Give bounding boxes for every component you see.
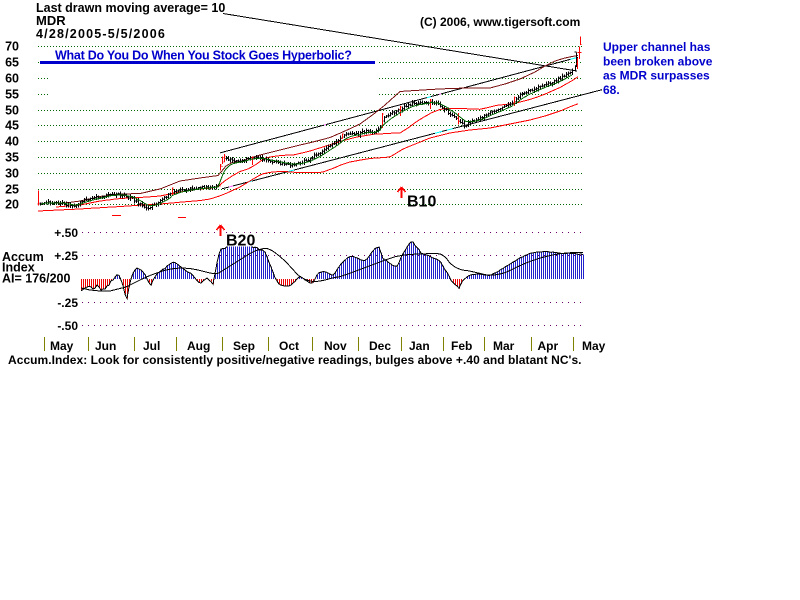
svg-text:+.50: +.50 — [54, 226, 78, 240]
svg-text:AI= 176/200: AI= 176/200 — [2, 272, 71, 286]
svg-text:30: 30 — [5, 167, 19, 181]
svg-text:Feb: Feb — [451, 339, 472, 353]
svg-text:45: 45 — [5, 119, 19, 133]
svg-text:May: May — [50, 339, 74, 353]
svg-text:68.: 68. — [603, 83, 620, 97]
svg-text:Nov: Nov — [324, 339, 347, 353]
svg-text:20: 20 — [5, 198, 19, 212]
svg-text:been broken above: been broken above — [603, 54, 713, 68]
svg-text:-.25: -.25 — [57, 296, 78, 310]
svg-text:B10: B10 — [407, 194, 436, 211]
svg-text:Oct: Oct — [279, 339, 299, 353]
svg-text:Jan: Jan — [409, 339, 430, 353]
svg-text:Apr: Apr — [538, 339, 559, 353]
svg-text:Accum: Accum — [2, 250, 44, 264]
svg-text:Jun: Jun — [95, 339, 116, 353]
svg-text:Aug: Aug — [187, 339, 210, 353]
svg-text:60: 60 — [5, 72, 19, 86]
svg-text:+.25: +.25 — [54, 249, 78, 263]
svg-text:B20: B20 — [226, 233, 255, 250]
svg-text:Upper channel has: Upper channel has — [603, 40, 711, 54]
svg-text:Mar: Mar — [493, 339, 515, 353]
svg-text:55: 55 — [5, 88, 19, 102]
svg-text:Last drawn moving average= 10: Last drawn moving average= 10 — [36, 1, 225, 15]
svg-text:Dec: Dec — [369, 339, 391, 353]
svg-text:(C) 2006, www.tigersoft.com: (C) 2006, www.tigersoft.com — [420, 15, 580, 29]
svg-text:70: 70 — [5, 40, 19, 54]
svg-text:4/28/2005-5/5/2006: 4/28/2005-5/5/2006 — [36, 27, 166, 41]
svg-text:MDR: MDR — [36, 13, 66, 28]
svg-text:35: 35 — [5, 151, 19, 165]
svg-text:40: 40 — [5, 135, 19, 149]
svg-text:25: 25 — [5, 183, 19, 197]
svg-text:-.50: -.50 — [57, 319, 78, 333]
svg-text:65: 65 — [5, 56, 19, 70]
svg-text:What Do You Do When You Stock: What Do You Do When You Stock Goes Hyper… — [55, 49, 352, 63]
svg-text:as MDR surpasses: as MDR surpasses — [603, 69, 710, 83]
svg-text:Sep: Sep — [233, 339, 255, 353]
svg-text:Accum.Index: Look for consiste: Accum.Index: Look for consistently posit… — [8, 353, 582, 367]
svg-text:Index: Index — [2, 261, 35, 275]
svg-text:Jul: Jul — [143, 339, 160, 353]
svg-text:50: 50 — [5, 104, 19, 118]
svg-text:May: May — [582, 339, 606, 353]
